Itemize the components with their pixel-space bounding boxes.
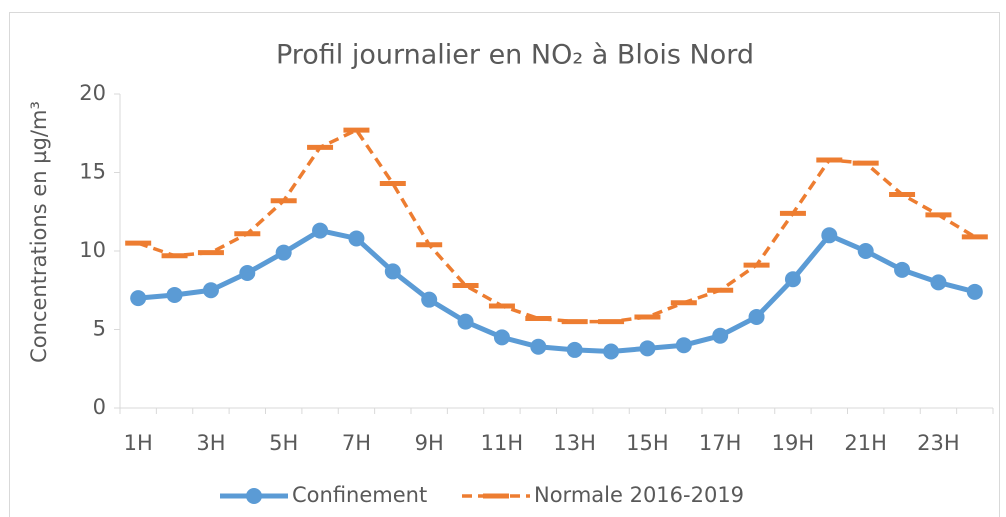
y-tick-label: 0 <box>93 395 106 419</box>
point-marker <box>239 264 256 281</box>
legend-marker <box>246 488 262 504</box>
point-marker <box>966 283 983 300</box>
x-tick-label: 9H <box>415 431 444 455</box>
point-marker <box>748 308 765 325</box>
point-marker <box>530 338 547 355</box>
x-tick-label: 13H <box>553 431 596 455</box>
legend-label: Confinement <box>292 483 427 507</box>
point-marker <box>675 337 692 354</box>
y-axis-label: Concentrations en µg/m³ <box>27 101 51 363</box>
x-tick-label: 11H <box>481 431 524 455</box>
point-marker <box>166 286 183 303</box>
point-marker <box>930 274 947 291</box>
x-tick-label: 21H <box>844 431 887 455</box>
point-marker <box>821 227 838 244</box>
point-marker <box>275 244 292 261</box>
point-marker <box>312 222 329 239</box>
point-marker <box>857 243 874 259</box>
x-tick-label: 1H <box>124 431 153 455</box>
x-tick-label: 3H <box>196 431 225 455</box>
point-marker <box>784 271 801 288</box>
y-tick-label: 20 <box>79 81 106 105</box>
legend-label: Normale 2016-2019 <box>534 483 744 507</box>
point-marker <box>384 263 401 280</box>
y-tick-label: 5 <box>93 317 106 341</box>
point-marker <box>603 343 620 360</box>
x-tick-label: 5H <box>269 431 298 455</box>
point-marker <box>566 341 583 358</box>
point-marker <box>894 261 911 278</box>
point-marker <box>348 230 365 247</box>
x-tick-label: 23H <box>917 431 960 455</box>
x-tick-label: 7H <box>342 431 371 455</box>
point-marker <box>457 313 474 330</box>
y-tick-label: 15 <box>79 160 106 184</box>
x-tick-label: 17H <box>699 431 742 455</box>
point-marker <box>130 290 147 307</box>
chart-title: Profil journalier en NO₂ à Blois Nord <box>276 40 754 71</box>
x-tick-label: 19H <box>772 431 815 455</box>
point-marker <box>712 327 729 344</box>
point-marker <box>639 340 656 357</box>
point-marker <box>493 329 510 346</box>
point-marker <box>202 282 219 299</box>
y-tick-label: 10 <box>79 238 106 262</box>
x-tick-label: 15H <box>626 431 669 455</box>
point-marker <box>421 291 438 308</box>
chart-border <box>9 12 1000 517</box>
